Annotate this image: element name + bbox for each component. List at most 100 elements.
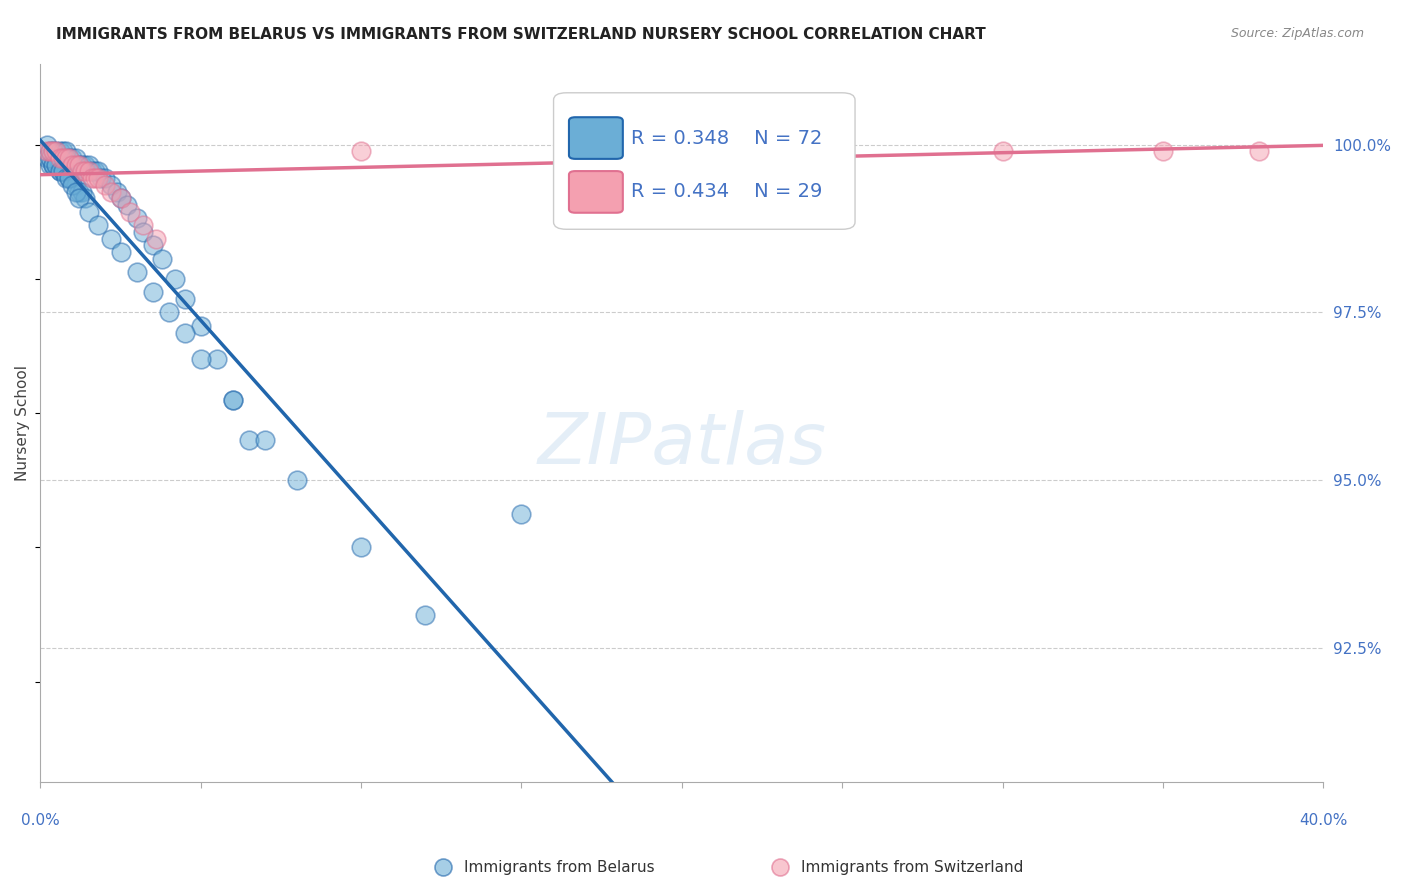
Point [39, 145, 62, 159]
Point [65, 178, 87, 192]
Point [39, 145, 62, 159]
Point [45, 145, 67, 159]
Point [52, 145, 75, 159]
Point [77, 164, 100, 178]
Point [253, 433, 276, 447]
Point [991, 145, 1014, 159]
Point [769, 860, 792, 874]
Point [75, 158, 97, 172]
Point [55, 151, 77, 165]
Point [58, 151, 80, 165]
Point [84, 164, 107, 178]
Text: Immigrants from Switzerland: Immigrants from Switzerland [801, 860, 1024, 875]
Point [205, 352, 228, 367]
Point [142, 238, 165, 252]
Point [100, 178, 122, 192]
Point [90, 171, 112, 186]
Point [48, 164, 70, 178]
Point [45, 145, 67, 159]
FancyBboxPatch shape [569, 171, 623, 213]
Point [132, 218, 155, 232]
Point [55, 171, 77, 186]
Text: R = 0.434    N = 29: R = 0.434 N = 29 [630, 183, 823, 202]
Point [55, 164, 77, 178]
Text: Source: ZipAtlas.com: Source: ZipAtlas.com [1230, 27, 1364, 40]
Point [52, 164, 75, 178]
Y-axis label: Nursery School: Nursery School [15, 365, 30, 481]
Point [58, 151, 80, 165]
Text: ZIPatlas: ZIPatlas [537, 410, 827, 479]
Point [120, 204, 142, 219]
Text: Immigrants from Belarus: Immigrants from Belarus [464, 860, 655, 875]
Point [67, 158, 90, 172]
Point [67, 158, 90, 172]
Point [55, 145, 77, 159]
Point [100, 231, 122, 245]
Point [45, 158, 67, 172]
Point [80, 171, 103, 186]
Point [145, 231, 167, 245]
Point [350, 541, 373, 555]
Point [510, 507, 533, 521]
Point [45, 158, 67, 172]
Point [58, 171, 80, 186]
Point [93, 171, 115, 186]
Point [125, 211, 148, 226]
Point [222, 392, 245, 407]
Point [48, 151, 70, 165]
Point [67, 185, 90, 199]
Point [62, 178, 84, 192]
FancyBboxPatch shape [554, 93, 855, 229]
Point [65, 151, 87, 165]
Point [87, 171, 110, 186]
Point [84, 171, 107, 186]
Point [105, 185, 128, 199]
Point [42, 145, 65, 159]
Point [75, 191, 97, 205]
Point [35, 151, 58, 165]
Text: R = 0.348    N = 72: R = 0.348 N = 72 [630, 128, 823, 147]
Point [1152, 145, 1174, 159]
Point [67, 191, 90, 205]
Point [70, 164, 93, 178]
Point [52, 164, 75, 178]
Point [173, 326, 195, 340]
Point [87, 164, 110, 178]
Point [285, 473, 308, 487]
Point [48, 158, 70, 172]
Point [80, 164, 103, 178]
Point [48, 164, 70, 178]
Point [222, 392, 245, 407]
Text: 0.0%: 0.0% [21, 813, 60, 828]
Point [70, 185, 93, 199]
Point [110, 245, 132, 260]
Point [58, 171, 80, 186]
Point [165, 272, 187, 286]
Point [42, 145, 65, 159]
Point [87, 218, 110, 232]
Point [100, 185, 122, 199]
Point [125, 265, 148, 279]
Point [52, 151, 75, 165]
Point [35, 137, 58, 152]
Point [39, 158, 62, 172]
Point [70, 158, 93, 172]
Point [48, 145, 70, 159]
Point [238, 433, 260, 447]
Point [150, 252, 173, 266]
Point [173, 292, 195, 306]
Point [93, 178, 115, 192]
Point [42, 158, 65, 172]
Text: 40.0%: 40.0% [1299, 813, 1347, 828]
Point [190, 352, 212, 367]
Point [62, 151, 84, 165]
Point [39, 151, 62, 165]
Point [62, 158, 84, 172]
Point [65, 158, 87, 172]
Point [62, 171, 84, 186]
Point [190, 318, 212, 333]
Point [1249, 145, 1271, 159]
Point [110, 191, 132, 205]
Point [350, 145, 373, 159]
Point [65, 185, 87, 199]
